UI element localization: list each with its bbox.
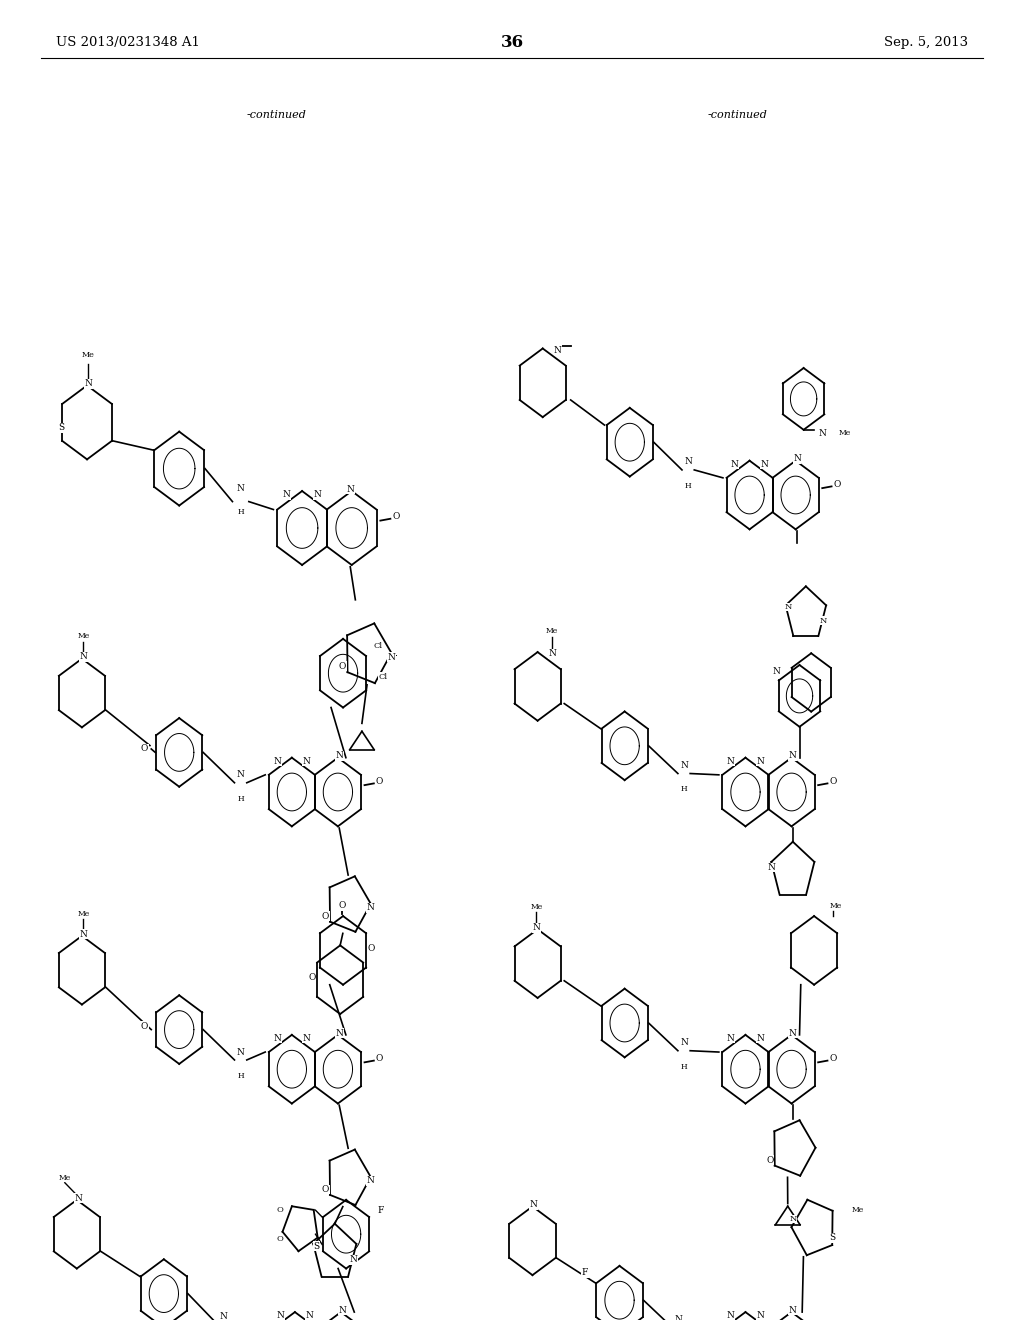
- Text: O: O: [141, 1022, 148, 1031]
- Text: H: H: [681, 785, 687, 793]
- Text: N: N: [788, 1305, 797, 1315]
- Text: O: O: [276, 1206, 283, 1214]
- Text: N: N: [773, 668, 781, 676]
- Text: O: O: [322, 912, 329, 921]
- Text: H: H: [685, 482, 691, 490]
- Text: H: H: [238, 795, 244, 803]
- Text: N: N: [237, 1048, 245, 1056]
- Text: H: H: [238, 1072, 244, 1080]
- Text: N: N: [553, 346, 561, 355]
- Text: Me: Me: [82, 351, 95, 359]
- Text: N: N: [314, 490, 322, 499]
- Text: N: N: [819, 616, 826, 624]
- Text: N: N: [273, 756, 282, 766]
- Text: N: N: [768, 863, 775, 873]
- Text: O: O: [276, 1236, 283, 1243]
- Text: O: O: [322, 1185, 329, 1195]
- Text: Me: Me: [546, 627, 558, 635]
- Text: Me: Me: [77, 632, 89, 640]
- Text: N: N: [784, 603, 793, 611]
- Text: N: N: [85, 379, 92, 388]
- Text: N: N: [680, 762, 688, 770]
- Text: N: N: [790, 1214, 797, 1224]
- Text: N: N: [367, 903, 375, 912]
- Text: O: O: [141, 744, 148, 754]
- Text: N: N: [302, 1034, 310, 1043]
- Text: N: N: [335, 751, 343, 760]
- Text: N: N: [219, 1312, 227, 1320]
- Text: H: H: [238, 508, 244, 516]
- Text: O: O: [392, 512, 399, 521]
- Text: N: N: [680, 1039, 688, 1047]
- Text: N: N: [79, 652, 87, 661]
- Text: N: N: [756, 756, 764, 766]
- Text: N: N: [276, 1311, 285, 1320]
- Text: N: N: [793, 454, 801, 463]
- Text: -continued: -continued: [247, 110, 306, 120]
- Text: -continued: -continued: [708, 110, 767, 120]
- Text: O: O: [338, 902, 345, 911]
- Text: S: S: [58, 424, 65, 433]
- Text: N: N: [273, 1034, 282, 1043]
- Text: O: O: [339, 661, 346, 671]
- Text: Sep. 5, 2013: Sep. 5, 2013: [884, 36, 968, 49]
- Text: N: N: [283, 490, 290, 499]
- Text: N: N: [727, 1034, 735, 1043]
- Text: H: H: [681, 1063, 687, 1071]
- Text: N: N: [367, 1176, 375, 1185]
- Text: N: N: [532, 923, 541, 932]
- Text: Me: Me: [530, 903, 543, 911]
- Text: N: N: [338, 1305, 346, 1315]
- Text: Cl: Cl: [373, 642, 382, 649]
- Text: O: O: [829, 1055, 837, 1064]
- Text: Me: Me: [829, 902, 842, 909]
- Text: US 2013/0231348 A1: US 2013/0231348 A1: [56, 36, 201, 49]
- Text: N: N: [79, 929, 87, 939]
- Text: N: N: [548, 649, 556, 659]
- Text: N: N: [335, 1028, 343, 1038]
- Text: N: N: [727, 1311, 735, 1320]
- Text: N: N: [788, 1028, 797, 1038]
- Text: O: O: [308, 973, 315, 982]
- Text: O: O: [376, 777, 383, 787]
- Text: N: N: [346, 484, 354, 494]
- Text: S: S: [829, 1233, 836, 1242]
- Text: N: N: [305, 1311, 313, 1320]
- Text: Me: Me: [77, 909, 89, 917]
- Text: N: N: [529, 1200, 538, 1209]
- Text: O: O: [376, 1055, 383, 1064]
- Text: N: N: [74, 1193, 82, 1203]
- Text: N: N: [731, 459, 739, 469]
- Text: N: N: [387, 652, 395, 661]
- Text: Cl: Cl: [379, 673, 387, 681]
- Text: Me: Me: [839, 429, 851, 437]
- Text: N: N: [237, 771, 245, 779]
- Text: N: N: [684, 458, 692, 466]
- Text: N: N: [727, 756, 735, 766]
- Text: S: S: [313, 1242, 319, 1250]
- Text: O: O: [834, 480, 841, 490]
- Text: N: N: [756, 1034, 764, 1043]
- Text: N: N: [756, 1311, 764, 1320]
- Text: N: N: [349, 1255, 357, 1265]
- Text: O: O: [829, 777, 837, 787]
- Text: 36: 36: [501, 34, 523, 50]
- Text: N: N: [302, 756, 310, 766]
- Text: N: N: [237, 484, 245, 492]
- Text: N: N: [788, 751, 797, 760]
- Text: F: F: [378, 1205, 384, 1214]
- Text: Me: Me: [58, 1173, 71, 1181]
- Text: O: O: [368, 944, 375, 953]
- Text: N: N: [675, 1316, 683, 1320]
- Text: N: N: [818, 429, 826, 438]
- Text: O: O: [767, 1155, 774, 1164]
- Text: F: F: [582, 1269, 588, 1278]
- Text: N: N: [760, 459, 768, 469]
- Text: Me: Me: [851, 1206, 863, 1214]
